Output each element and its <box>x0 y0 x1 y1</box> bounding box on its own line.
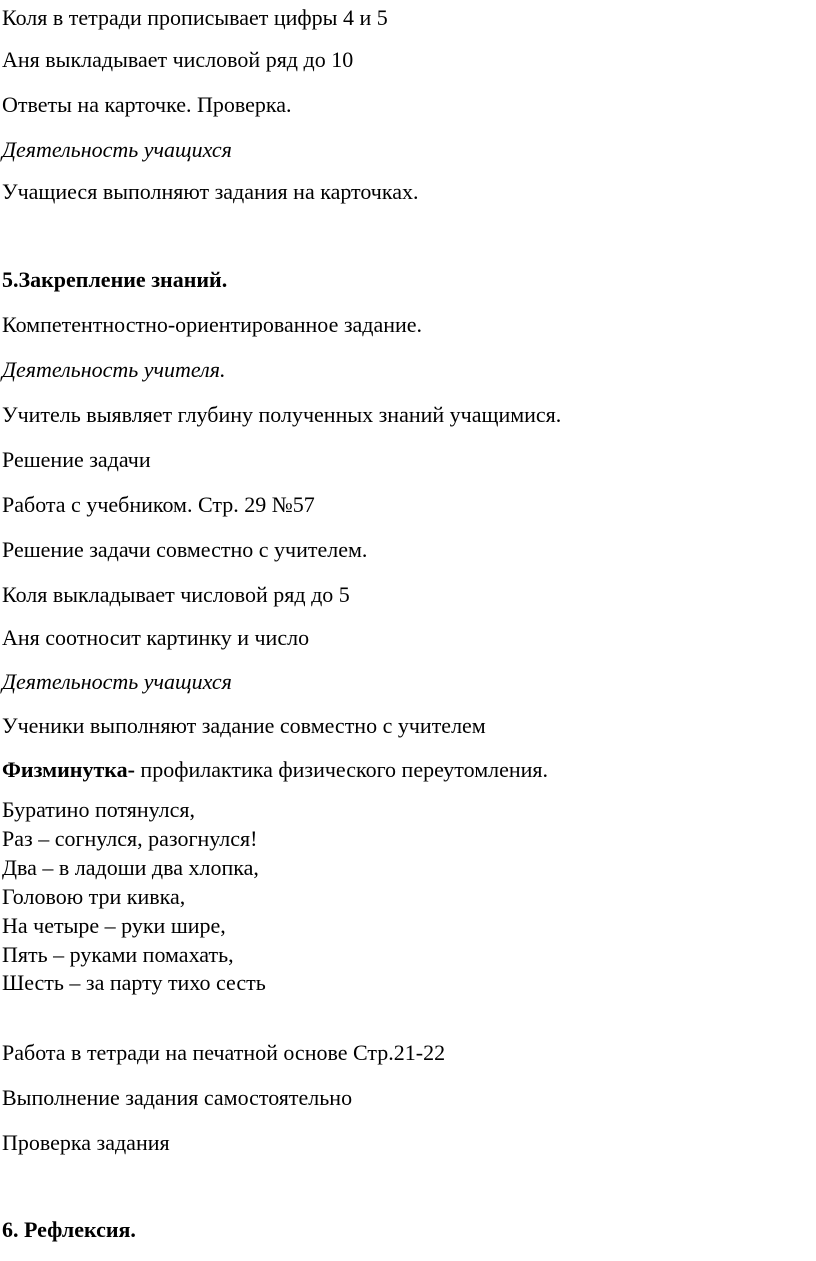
activity-heading: Деятельность учащихся <box>2 137 232 162</box>
poem-line: Шесть – за парту тихо сесть <box>2 970 266 995</box>
paragraph: Проверка задания <box>2 1130 170 1155</box>
fizminutka-label: Физминутка- <box>2 757 135 782</box>
poem-line: На четыре – руки шире, <box>2 913 226 938</box>
section-heading: 6. Рефлексия. <box>2 1217 136 1242</box>
paragraph: Коля выкладывает числовой ряд до 5 <box>2 582 350 607</box>
paragraph: Ответы на карточке. Проверка. <box>2 92 292 117</box>
paragraph: Учащиеся выполняют задания на карточках. <box>2 179 419 204</box>
paragraph: Решение задачи <box>2 447 151 472</box>
poem-line: Два – в ладоши два хлопка, <box>2 855 259 880</box>
activity-heading: Деятельность учащихся <box>2 669 232 694</box>
poem-line: Буратино потянулся, <box>2 797 196 822</box>
activity-heading: Деятельность учителя. <box>2 357 226 382</box>
poem-line: Раз – согнулся, разогнулся! <box>2 826 258 851</box>
fizminutka-text: профилактика физического переутомления. <box>134 757 549 782</box>
section-heading: 5.Закрепление знаний. <box>2 267 228 292</box>
paragraph: Аня соотносит картинку и число <box>2 625 310 650</box>
paragraph: Выполнение задания самостоятельно <box>2 1085 353 1110</box>
poem-line: Пять – руками помахать, <box>2 942 234 967</box>
paragraph: Ученики выполняют задание совместно с уч… <box>2 713 486 738</box>
paragraph: Работа в тетради на печатной основе Стр.… <box>2 1040 446 1065</box>
paragraph: Коля в тетради прописывает цифры 4 и 5 <box>2 5 388 30</box>
paragraph: Работа с учебником. Стр. 29 №57 <box>2 492 315 517</box>
paragraph: Аня выкладывает числовой ряд до 10 <box>2 47 354 72</box>
poem-line: Головою три кивка, <box>2 884 186 909</box>
fizminutka-paragraph: Физминутка- профилактика физического пер… <box>2 757 548 783</box>
paragraph: Решение задачи совместно с учителем. <box>2 537 368 562</box>
paragraph: Учитель выявляет глубину полученных знан… <box>2 402 562 427</box>
paragraph: Компетентностно-ориентированное задание. <box>2 312 423 337</box>
